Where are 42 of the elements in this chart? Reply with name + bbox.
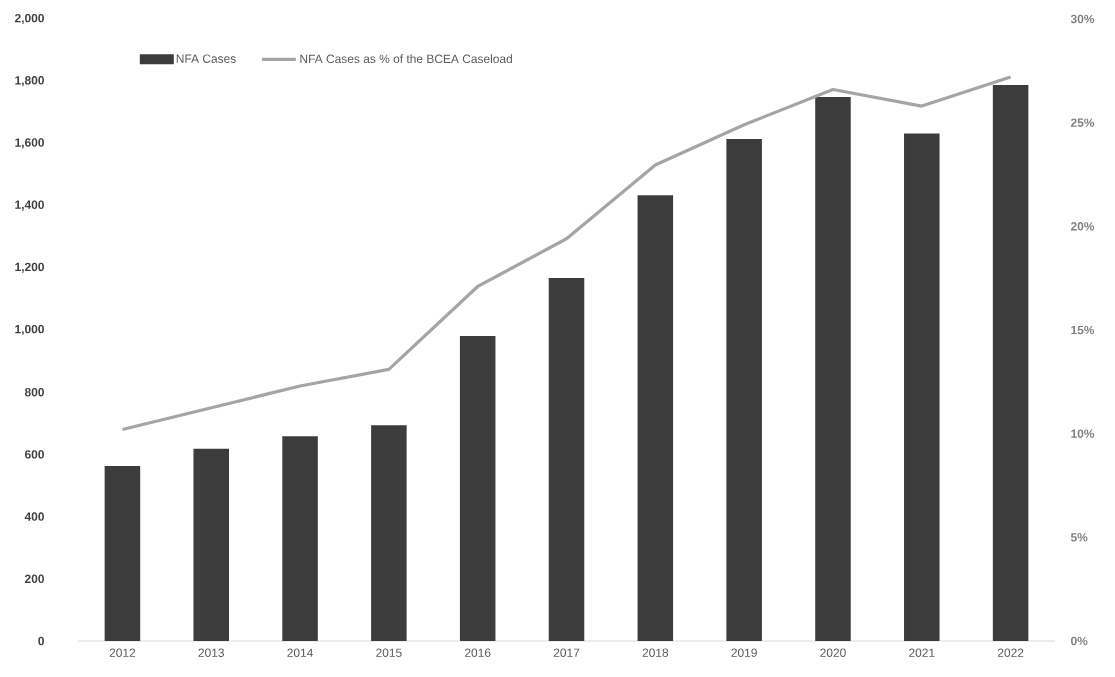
x-tick-label: 2015 [376, 648, 402, 657]
y2-tick-label: 5% [1070, 533, 1088, 542]
legend-label: NFA Cases as % of the BCEA Caseload [300, 54, 512, 64]
bar [726, 139, 762, 641]
x-tick-label: 2021 [909, 648, 935, 657]
bar [904, 133, 940, 641]
bar [815, 97, 851, 641]
y-tick-label: 1,800 [15, 76, 44, 87]
y-tick-label: 0 [38, 636, 44, 646]
x-tick-label: 2017 [553, 648, 580, 657]
bar [459, 335, 496, 641]
y2-tick-label: 25% [1070, 118, 1095, 127]
y2-tick-label: 20% [1070, 222, 1095, 231]
y-tick-label: 2,000 [14, 13, 44, 25]
bar [637, 195, 674, 641]
y-tick-label: 400 [24, 512, 44, 521]
legend-label: NFA Cases [176, 54, 236, 63]
x-tick-label: 2013 [198, 648, 224, 657]
y-tick-label: 200 [24, 574, 44, 584]
y-tick-label: 800 [24, 387, 44, 397]
x-tick-label: 2018 [642, 648, 669, 657]
bar [193, 448, 229, 641]
y2-tick-label: 0% [1071, 636, 1088, 646]
x-tick-label: 2022 [997, 648, 1024, 657]
bar [548, 278, 585, 641]
y-tick-label: 1,000 [15, 324, 44, 336]
x-tick-label: 2012 [109, 648, 136, 657]
y2-tick-label: 15% [1071, 325, 1095, 335]
y-tick-label: 1,200 [15, 262, 44, 273]
y2-tick-label: 10% [1071, 429, 1095, 438]
x-tick-label: 2014 [287, 648, 313, 657]
bar [992, 84, 1029, 641]
bar [371, 425, 407, 641]
bar [282, 436, 318, 641]
y-tick-label: 1,400 [15, 200, 44, 211]
y-tick-label: 600 [24, 450, 44, 459]
y2-tick-label: 30% [1070, 14, 1095, 24]
x-tick-label: 2020 [820, 648, 846, 657]
bar [104, 465, 141, 641]
x-tick-label: 2019 [731, 648, 757, 657]
x-tick-label: 2016 [464, 648, 491, 657]
y-tick-label: 1,600 [15, 138, 44, 149]
